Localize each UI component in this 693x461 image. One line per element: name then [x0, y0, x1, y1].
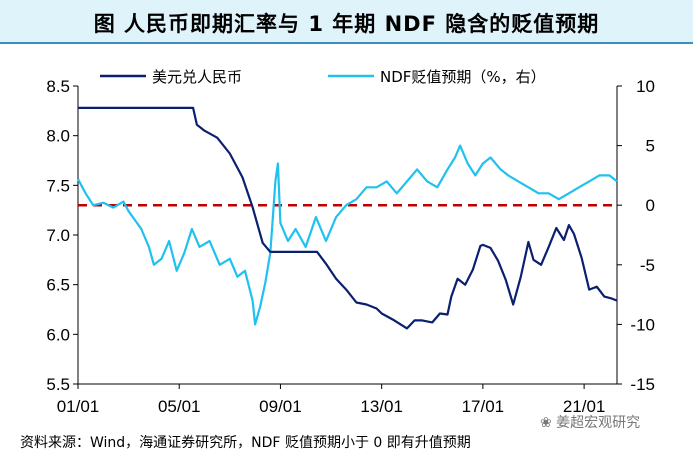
x-tick-label: 01/01	[57, 397, 100, 416]
x-tick-label: 17/01	[462, 397, 505, 416]
series-group	[77, 106, 618, 330]
ndf-expectation-line	[77, 144, 618, 326]
source-note: 资料来源：Wind，海通证券研究所，NDF 贬值预期小于 0 即有升值预期	[20, 435, 471, 451]
legend-label-ndf: NDF贬值预期（%，右）	[380, 68, 546, 86]
usd-cny-line	[78, 106, 618, 330]
legend: 美元兑人民币 NDF贬值预期（%，右）	[100, 68, 546, 86]
y-left-tick-label: 7.5	[46, 176, 70, 195]
y-right-tick-label: 10	[636, 77, 655, 96]
y-left-tick-label: 6.0	[46, 325, 70, 344]
y-left-tick-label: 8.5	[46, 77, 70, 96]
x-tick-label: 09/01	[259, 397, 302, 416]
y-left-tick-label: 7.0	[46, 226, 70, 245]
y-right-tick-label: -10	[630, 315, 655, 334]
y-left-tick-label: 5.5	[46, 375, 70, 394]
y-right-tick-label: 0	[646, 196, 655, 215]
watermark: ❀ 姜超宏观研究	[540, 415, 641, 431]
title-bar: 图 人民币即期汇率与 1 年期 NDF 隐含的贬值预期	[0, 0, 693, 44]
y-right-tick-label: 5	[646, 137, 655, 156]
x-tick-label: 13/01	[360, 397, 403, 416]
legend-label-usd-cny: 美元兑人民币	[152, 68, 242, 86]
x-tick-label: 05/01	[158, 397, 201, 416]
y-right-tick-label: -5	[640, 256, 655, 275]
y-right-tick-label: -15	[630, 375, 655, 394]
axes-group: 5.5 6.0 6.5 7.0 7.5 8.0 8.5 -15 -10 -5 0 5 10 01/01 05…	[46, 77, 655, 416]
chart-title: 图 人民币即期汇率与 1 年期 NDF 隐含的贬值预期	[93, 12, 600, 36]
y-left-tick-label: 8.0	[46, 127, 70, 146]
x-tick-label: 21/01	[563, 397, 606, 416]
y-left-tick-label: 6.5	[46, 276, 70, 295]
